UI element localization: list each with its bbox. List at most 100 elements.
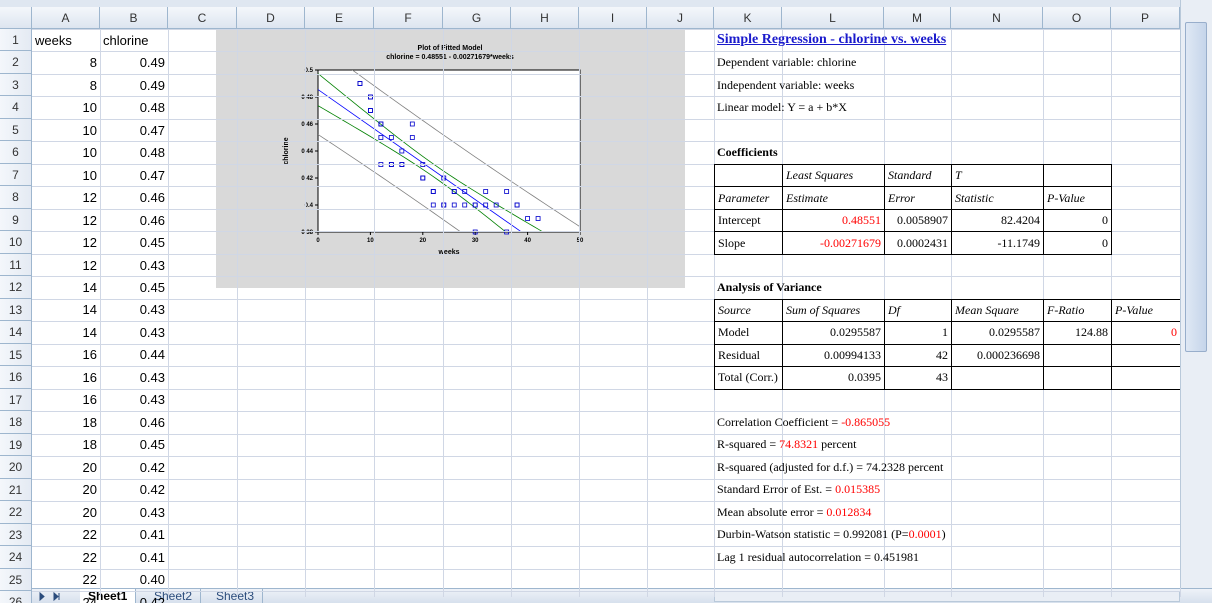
table-cell: 124.88 xyxy=(1043,321,1112,345)
grid-line xyxy=(32,591,1180,592)
cell: 0.43 xyxy=(139,302,165,318)
cell: 8 xyxy=(89,55,97,71)
cell: 0.47 xyxy=(139,167,165,183)
grid-line xyxy=(32,568,1180,570)
grid-line xyxy=(374,7,375,597)
cell: 0.45 xyxy=(139,437,165,453)
stat-text: Durbin-Watson statistic = 0.992081 (P= xyxy=(717,527,909,542)
stat-text: Standard Error of Est. = xyxy=(717,482,836,497)
cell: chlorine xyxy=(103,32,149,48)
x-axis-label: weeks xyxy=(437,249,459,256)
table-cell: 1 xyxy=(884,321,952,345)
table-cell: T xyxy=(951,163,1044,188)
table-cell: 0 xyxy=(1111,321,1181,345)
grid-line xyxy=(647,7,648,597)
table-cell: 0.0058907 xyxy=(884,208,952,233)
table-cell: Df xyxy=(884,298,952,323)
point xyxy=(357,81,363,86)
chart: Plot of Fitted Model chlorine = 0.48551 … xyxy=(283,45,584,256)
row-header: 17 xyxy=(0,388,32,412)
table-cell: 0 xyxy=(1043,208,1112,233)
table-heading: Analysis of Variance xyxy=(717,280,822,294)
table-cell: Standard xyxy=(884,163,952,188)
row-header: 18 xyxy=(0,411,32,434)
stat-line: Lag 1 residual autocorrelation = 0.45198… xyxy=(714,546,922,568)
row-header: 7 xyxy=(0,163,32,187)
grid-line xyxy=(511,7,512,597)
cell: 8 xyxy=(89,77,97,93)
cell: 0.49 xyxy=(139,55,165,71)
point xyxy=(420,175,426,181)
stat-text: 0.012834 xyxy=(826,504,872,519)
column-header: B xyxy=(100,7,168,29)
table-cell: 0.000236698 xyxy=(951,343,1044,368)
cell: 14 xyxy=(82,324,97,340)
table-cell xyxy=(1111,366,1181,390)
row-header: 19 xyxy=(0,433,32,457)
row-header: 13 xyxy=(0,298,32,322)
y-tick-label: 0.4 xyxy=(305,203,314,209)
cell: 0.45 xyxy=(139,280,165,295)
stat-text: Mean absolute error = xyxy=(717,504,827,519)
column-header: O xyxy=(1043,7,1111,29)
cell: 0.49 xyxy=(139,77,165,93)
cell: 0.43 xyxy=(139,369,165,385)
table-cell xyxy=(1043,366,1112,390)
row-header: 10 xyxy=(0,231,32,254)
table-cell: 0.0295587 xyxy=(951,321,1044,345)
cell: 14 xyxy=(82,302,97,318)
top-strip xyxy=(0,0,1180,7)
x-tick-label: 10 xyxy=(367,238,374,244)
stat-text: Correlation Coefficient = xyxy=(717,414,842,429)
table-cell: Intercept xyxy=(714,208,783,233)
cell: 10 xyxy=(82,145,97,161)
table-cell: Total (Corr.) xyxy=(714,366,783,390)
grid-line xyxy=(32,276,1180,278)
table-cell: 0.00994133 xyxy=(782,343,885,368)
cell: 0.42 xyxy=(139,594,165,603)
y-tick-label: 0.46 xyxy=(301,122,313,128)
column-header: E xyxy=(305,7,374,29)
point xyxy=(451,189,457,194)
grid-line xyxy=(32,208,1180,210)
row-header: 20 xyxy=(0,456,32,479)
column-header: N xyxy=(951,7,1043,29)
grid-line xyxy=(100,7,101,597)
sheet-tab[interactable]: Sheet2 xyxy=(146,589,202,603)
row-header: 12 xyxy=(0,276,32,299)
x-tick-label: 50 xyxy=(577,238,584,244)
note: Independent variable: weeks xyxy=(717,77,855,92)
stat-text: 74.8321 xyxy=(779,437,819,452)
table-cell: Residual xyxy=(714,343,783,368)
cell: 0.41 xyxy=(139,549,165,565)
cell: 14 xyxy=(82,280,97,295)
point xyxy=(462,189,468,194)
grid-line xyxy=(32,523,1180,525)
cell: 12 xyxy=(82,212,97,228)
x-tick-label: 40 xyxy=(524,238,531,244)
column-header: D xyxy=(237,7,305,29)
note: Dependent variable: chlorine xyxy=(717,55,857,70)
sheet-tab[interactable]: Sheet3 xyxy=(208,589,264,603)
cell: 20 xyxy=(82,459,97,475)
cell: 0.46 xyxy=(139,190,165,206)
point xyxy=(399,148,405,154)
grid-line xyxy=(168,7,169,597)
grid-line xyxy=(579,7,580,597)
grid-line xyxy=(32,253,1180,255)
point xyxy=(514,202,520,208)
cell: 0.43 xyxy=(139,257,165,273)
sheet-tab[interactable]: Sheet1 xyxy=(80,589,137,603)
confidence-limit xyxy=(318,105,507,232)
fit-lines xyxy=(318,70,580,232)
row-header: 4 xyxy=(0,96,32,119)
cell: 18 xyxy=(82,414,97,430)
scroll-thumb[interactable] xyxy=(1185,22,1207,352)
cell: 0.45 xyxy=(139,235,165,251)
table-cell: P-Value xyxy=(1111,298,1181,323)
cell: 22 xyxy=(82,572,97,588)
x-tick-label: 0 xyxy=(316,238,320,244)
table-cell xyxy=(714,163,783,188)
grid-line xyxy=(32,141,1180,143)
cell: 16 xyxy=(82,347,97,363)
